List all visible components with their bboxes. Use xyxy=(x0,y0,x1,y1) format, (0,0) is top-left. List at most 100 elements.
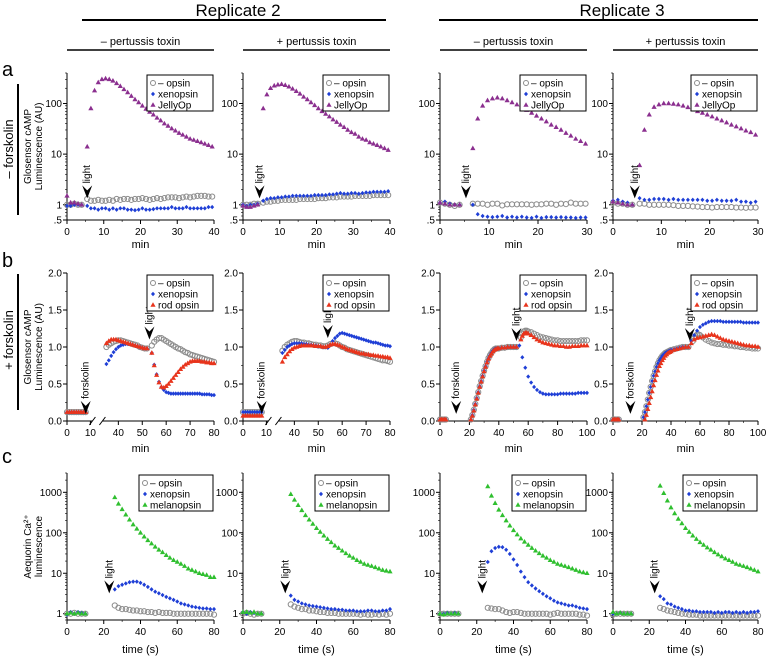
data-point-xenopsin xyxy=(177,206,182,211)
data-point-jellyop xyxy=(172,127,179,133)
data-point-opsin xyxy=(185,610,192,617)
data-point-xenopsin xyxy=(336,607,341,613)
legend-marker-triangle-icon xyxy=(150,102,156,107)
data-point-opsin xyxy=(532,610,539,617)
data-point-melanopsin xyxy=(354,557,360,563)
data-point-jellyop xyxy=(499,95,505,101)
legend-marker-triangle-icon xyxy=(523,302,529,307)
data-point-opsin xyxy=(192,610,199,617)
data-point-jellyop xyxy=(128,93,134,98)
data-point-jellyop xyxy=(264,91,270,97)
y-tick-label: 10 xyxy=(227,150,239,161)
data-point-melanopsin xyxy=(383,568,389,573)
data-point-xenopsin xyxy=(188,391,193,396)
data-point-xenopsin xyxy=(485,214,490,219)
data-point-rod_opsin xyxy=(471,407,477,413)
panel-a-rep3-minusPTX: – pertussis toxin .5 1 10 100 0 10 20 30 min light… xyxy=(418,36,593,251)
panel-header: – pertussis toxin xyxy=(101,36,180,48)
data-point-jellyop xyxy=(359,136,366,141)
x-tick-label: 0 xyxy=(610,227,616,238)
data-point-xenopsin xyxy=(325,606,330,611)
series-melanopsin xyxy=(437,483,590,617)
data-point-opsin xyxy=(705,337,712,345)
x-tick-label: 40 xyxy=(680,627,692,638)
data-point-melanopsin xyxy=(321,532,327,538)
data-point-opsin xyxy=(298,606,305,613)
data-point-xenopsin xyxy=(756,609,760,614)
x-tick-label: 40 xyxy=(208,227,220,238)
data-point-xenopsin xyxy=(715,318,720,324)
data-point-xenopsin xyxy=(661,196,666,202)
data-point-melanopsin xyxy=(134,526,140,531)
data-point-xenopsin xyxy=(524,215,529,220)
data-point-xenopsin xyxy=(741,609,746,615)
data-point-opsin xyxy=(130,607,137,614)
data-point-xenopsin xyxy=(748,200,753,205)
panel-b-rep2-minusPTX: 0.0 0.5 1.0 1.5 2.0 0 10 40 50 60 70 80 min Glosensor… xyxy=(23,269,220,456)
data-point-opsin xyxy=(675,609,682,616)
data-point-xenopsin xyxy=(745,610,750,616)
data-point-opsin xyxy=(368,611,375,618)
x-tick-label: 70 xyxy=(361,428,373,439)
x-tick-label: 40 xyxy=(508,627,520,638)
legend-box xyxy=(682,474,758,512)
data-point-xenopsin xyxy=(347,608,352,613)
x-tick-label: 30 xyxy=(172,227,184,238)
side-label-minus-forskolin: – forskolin xyxy=(1,119,16,178)
data-point-opsin xyxy=(557,200,565,207)
data-point-opsin xyxy=(203,610,210,617)
data-point-xenopsin xyxy=(714,197,719,203)
data-point-opsin xyxy=(139,195,146,202)
data-point-melanopsin xyxy=(610,609,616,614)
legend-entry: xenopsin xyxy=(702,90,742,101)
data-point-jellyop xyxy=(568,133,574,138)
data-point-xenopsin xyxy=(685,197,690,203)
arrow-down-icon xyxy=(280,580,291,594)
x-tick-label: 60 xyxy=(337,428,349,439)
data-point-xenopsin xyxy=(642,197,647,203)
series-jellyop xyxy=(437,94,589,207)
data-point-xenopsin xyxy=(185,391,190,396)
data-point-melanopsin xyxy=(295,502,301,508)
data-point-xenopsin xyxy=(114,207,119,212)
data-point-rod_opsin xyxy=(154,372,160,377)
annotation-light: light xyxy=(280,560,291,594)
data-point-xenopsin xyxy=(294,341,299,346)
data-point-xenopsin xyxy=(585,606,589,612)
panel-a-rep2-plusPTX: + pertussis toxin .5 1 10 100 0 10 20 30 40 min lig… xyxy=(221,36,396,251)
data-point-opsin xyxy=(95,196,102,203)
data-point-jellyop xyxy=(442,200,448,206)
data-point-xenopsin xyxy=(131,579,136,584)
data-point-jellyop xyxy=(304,96,310,102)
legend-marker-circle-icon xyxy=(694,280,700,286)
data-point-xenopsin xyxy=(490,214,495,220)
data-point-melanopsin xyxy=(346,552,353,558)
annotation-forskolin: forskolin xyxy=(256,362,268,414)
data-point-xenopsin xyxy=(698,324,702,330)
data-point-jellyop xyxy=(315,105,321,111)
x-tick-label: 40 xyxy=(665,428,677,439)
data-point-xenopsin xyxy=(554,215,559,220)
data-point-xenopsin xyxy=(543,392,548,397)
data-point-jellyop xyxy=(247,204,253,209)
data-point-melanopsin xyxy=(115,501,122,506)
arrow-down-icon xyxy=(144,326,155,340)
data-point-jellyop xyxy=(169,125,175,131)
data-point-opsin xyxy=(582,200,589,207)
data-point-xenopsin xyxy=(320,192,325,198)
data-point-jellyop xyxy=(255,201,261,207)
data-point-xenopsin xyxy=(737,610,742,616)
arrow-down-icon xyxy=(684,328,695,341)
data-point-melanopsin xyxy=(145,537,151,543)
x-axis-label: min xyxy=(132,239,150,251)
data-point-xenopsin xyxy=(112,587,117,592)
data-point-xenopsin xyxy=(532,384,537,390)
data-point-melanopsin xyxy=(485,483,491,489)
data-point-jellyop xyxy=(641,127,648,132)
legend-entry: JellyOp xyxy=(531,101,565,112)
data-point-xenopsin xyxy=(252,409,257,415)
x-tick-label: 40 xyxy=(384,227,396,238)
data-point-xenopsin xyxy=(212,392,216,398)
legend-entry: – opsin xyxy=(702,279,734,290)
